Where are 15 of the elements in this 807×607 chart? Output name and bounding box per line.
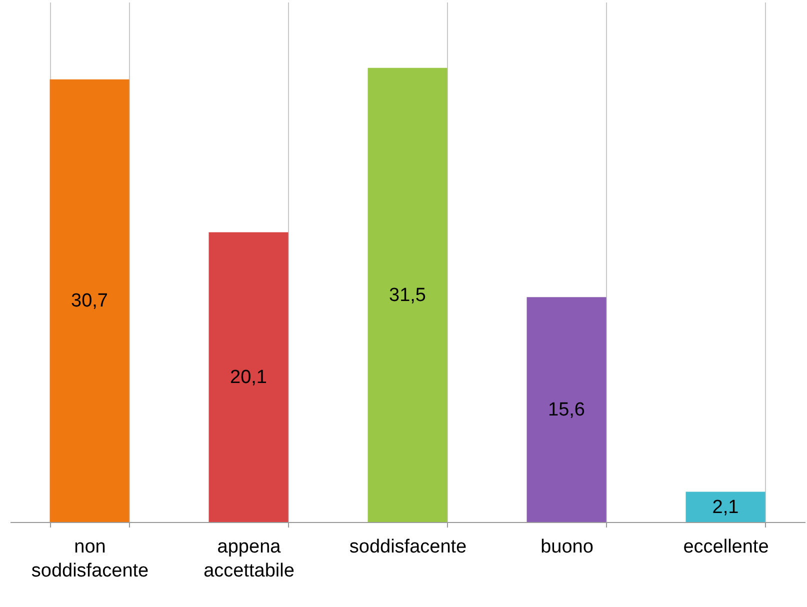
bar [526, 297, 606, 522]
bar [686, 492, 766, 522]
x-tick-label: buono [540, 536, 594, 558]
x-tick-label: eccellente [683, 536, 769, 558]
data-label: 2,1 [712, 496, 739, 518]
x-tick-label: appena accettabile [204, 536, 294, 582]
data-label: 20,1 [230, 367, 267, 388]
data-label: 31,5 [389, 284, 426, 306]
data-label: 15,6 [548, 400, 585, 421]
bar [368, 68, 448, 522]
bar [208, 232, 288, 522]
data-label: 30,7 [71, 290, 108, 312]
x-tick-label: non soddisfacente [31, 536, 149, 582]
x-tick-label: soddisfacente [349, 536, 467, 558]
bar [50, 79, 130, 522]
